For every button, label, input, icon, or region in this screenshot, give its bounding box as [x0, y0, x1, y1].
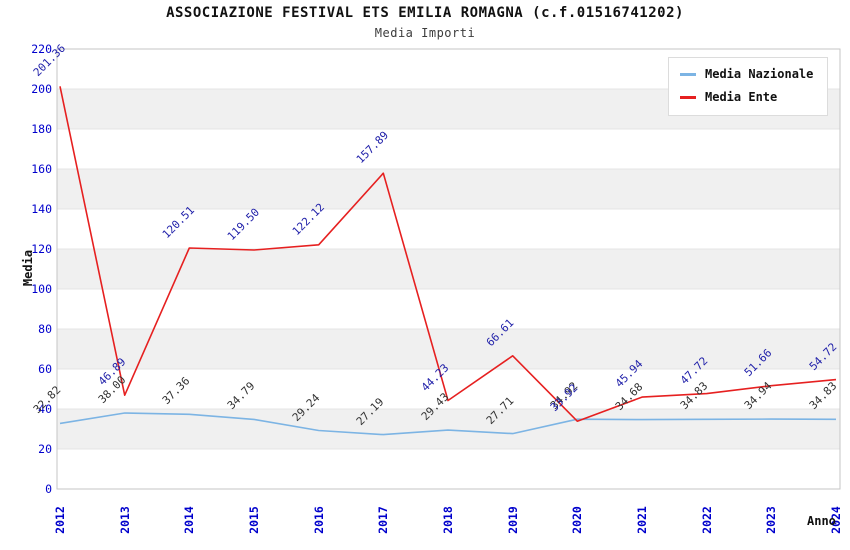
- x-tick-label: 2020: [570, 506, 585, 534]
- legend: Media Nazionale Media Ente: [668, 57, 829, 116]
- y-tick-label: 220: [31, 42, 52, 56]
- y-tick-label: 200: [31, 82, 52, 96]
- y-axis-title: Media: [21, 249, 35, 287]
- x-tick-label: 2012: [53, 506, 67, 534]
- x-tick-label: 2017: [376, 506, 391, 534]
- y-tick-label: 100: [31, 282, 52, 296]
- legend-swatch-nazionale-icon: [680, 72, 696, 76]
- chart-title: ASSOCIAZIONE FESTIVAL ETS EMILIA ROMAGNA…: [166, 5, 684, 21]
- y-tick-label: 160: [31, 162, 52, 176]
- x-tick-label: 2015: [247, 506, 261, 534]
- chart-subtitle: Media Importi: [374, 26, 476, 40]
- x-tick-label: 2018: [441, 506, 455, 534]
- line-media-ente: [59, 86, 837, 423]
- y-tick-label: 0: [45, 482, 52, 496]
- y-tick-label: 120: [31, 242, 52, 256]
- grid-band: [57, 249, 840, 289]
- grid-band: [57, 329, 840, 369]
- x-tick-label: 2023: [764, 506, 779, 534]
- plot-border: [56, 48, 841, 490]
- y-tick-label: 180: [31, 122, 52, 136]
- x-tick-label: 2022: [699, 506, 714, 534]
- legend-item-media-ente: Media Ente: [680, 90, 813, 104]
- y-tick-label: 60: [38, 362, 52, 376]
- legend-swatch-ente-icon: [680, 95, 696, 99]
- legend-item-media-nazionale: Media Nazionale: [680, 67, 813, 81]
- line-media-nazionale: [59, 412, 837, 436]
- y-tick-label: 40: [38, 402, 52, 416]
- x-axis-title: Anno: [807, 514, 836, 528]
- x-tick-label: 2013: [117, 506, 132, 534]
- y-tick-label: 80: [38, 322, 52, 336]
- legend-label: Media Nazionale: [705, 67, 814, 81]
- legend-label: Media Ente: [705, 90, 778, 104]
- y-tick-label: 20: [38, 442, 52, 456]
- grid-band: [57, 409, 840, 449]
- x-tick-label: 2014: [182, 506, 197, 534]
- x-tick-label: 2016: [311, 506, 326, 534]
- grid-band: [57, 169, 840, 209]
- x-tick-label: 2021: [635, 506, 649, 534]
- x-tick-label: 2019: [505, 506, 520, 534]
- y-tick-label: 140: [31, 202, 52, 216]
